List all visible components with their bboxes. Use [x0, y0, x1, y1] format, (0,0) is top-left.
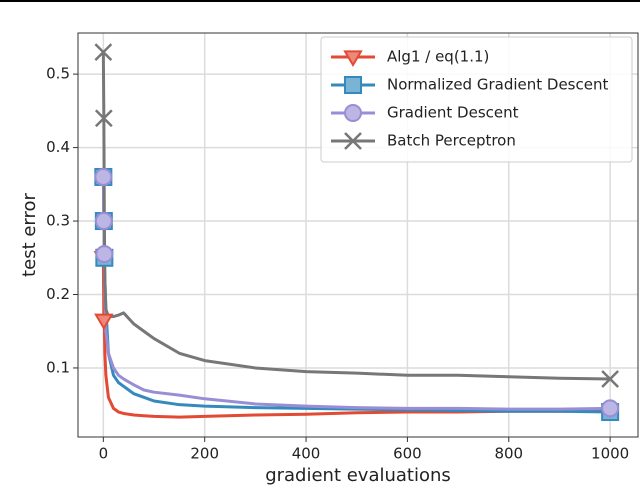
marker	[344, 76, 362, 94]
marker	[94, 167, 113, 186]
plot-area	[93, 43, 620, 422]
y-axis-label: test error	[19, 192, 40, 276]
top-rule	[0, 0, 640, 2]
plot-frame	[77, 32, 639, 438]
y-tick-label: 0.5	[46, 65, 70, 83]
y-tick-label: 0.2	[46, 285, 70, 303]
marker	[343, 50, 363, 67]
marker	[95, 245, 114, 264]
legend-label: Batch Perceptron	[387, 132, 516, 150]
legend-label: Gradient Descent	[387, 104, 519, 122]
legend-box	[320, 36, 633, 163]
series-line	[101, 257, 611, 419]
x-tick-label: 0	[99, 445, 109, 463]
y-tick-label: 0.1	[46, 358, 70, 376]
x-tick-label: 600	[393, 445, 422, 463]
x-tick-label: 400	[292, 445, 321, 463]
marker	[344, 132, 362, 150]
legend: Alg1 / eq(1.1) Normalized Gradient Descen…	[320, 36, 633, 163]
marker	[601, 399, 620, 418]
marker	[94, 313, 114, 331]
marker	[94, 109, 113, 128]
marker	[344, 104, 362, 122]
marker	[94, 212, 113, 231]
series-line	[101, 52, 611, 381]
x-tick-label: 800	[494, 445, 523, 463]
x-tick-label: 200	[190, 445, 219, 463]
y-tick-label: 0.3	[46, 212, 70, 230]
marker	[601, 370, 620, 388]
series-line	[101, 176, 611, 411]
marker	[94, 43, 113, 61]
legend-label: Alg1 / eq(1.1)	[387, 48, 489, 66]
y-tick-label: 0.4	[46, 138, 70, 156]
x-axis-label: gradient evaluations	[265, 465, 451, 486]
legend-label: Normalized Gradient Descent	[387, 76, 608, 94]
x-tick-label: 1000	[591, 445, 629, 463]
